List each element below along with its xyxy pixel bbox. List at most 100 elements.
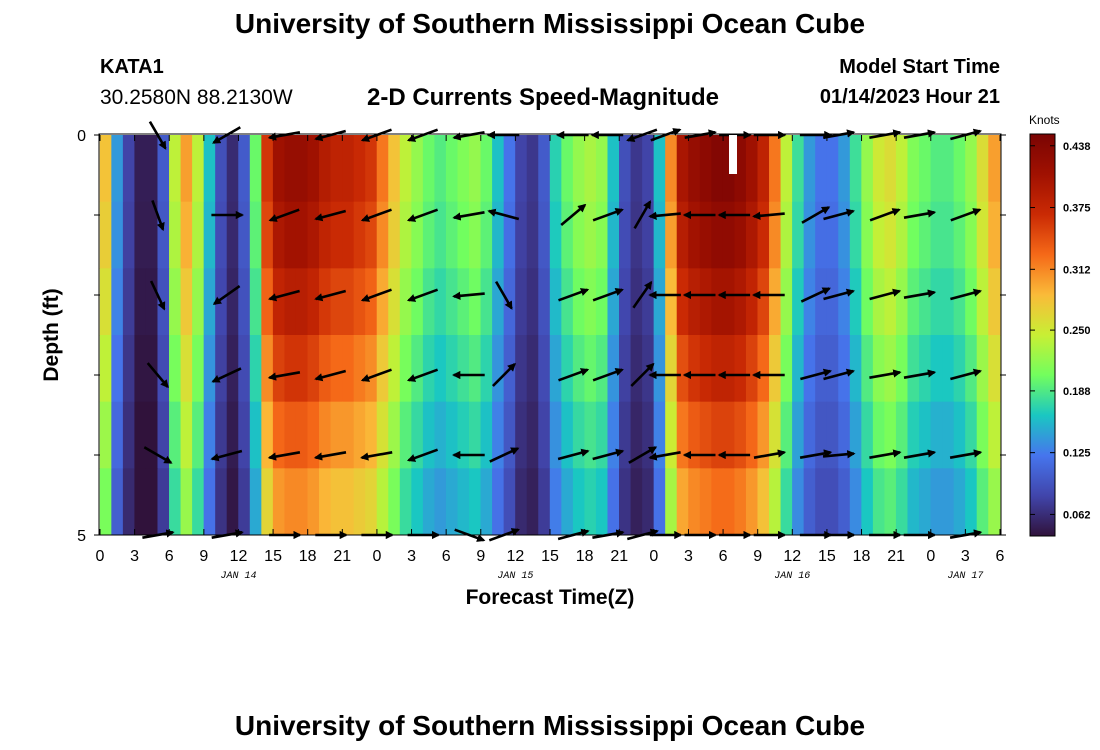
heatmap-cell <box>953 335 966 403</box>
heatmap-cell <box>353 468 366 536</box>
heatmap-cell <box>434 135 447 203</box>
heatmap-cell <box>226 468 239 536</box>
heatmap-cell <box>538 135 551 203</box>
footer-title: University of Southern Mississippi Ocean… <box>234 710 866 741</box>
current-arrow <box>452 131 485 141</box>
heatmap-cell <box>422 268 436 336</box>
heatmap-cell <box>665 468 678 536</box>
heatmap-cell <box>757 335 770 403</box>
heatmap-cell <box>272 468 286 536</box>
chart-title: University of Southern Mississippi Ocean… <box>234 8 866 39</box>
current-arrow <box>800 368 833 381</box>
heatmap-cell <box>503 135 516 203</box>
current-arrow <box>903 209 937 219</box>
heatmap-cell <box>861 201 874 269</box>
current-arrow <box>800 287 831 303</box>
current-arrow <box>211 367 242 383</box>
current-arrow <box>489 447 520 463</box>
heatmap-cell <box>745 135 759 203</box>
heatmap-cell <box>988 401 1001 469</box>
current-arrow <box>753 449 787 459</box>
heatmap-cell <box>249 401 262 469</box>
heatmap-cell <box>457 401 470 469</box>
heatmap-cell <box>215 135 228 203</box>
heatmap-cell <box>238 201 251 269</box>
heatmap-cell <box>503 468 516 536</box>
x-tick-label: 6 <box>996 548 1005 565</box>
heatmap-cell <box>457 468 470 536</box>
heatmap-cell <box>976 201 989 269</box>
heatmap-cell <box>134 135 147 203</box>
heatmap-cell <box>688 201 701 269</box>
heatmap-cell <box>676 268 689 336</box>
heatmap-cell <box>330 201 343 269</box>
heatmap-cell <box>826 135 839 203</box>
date-label: JAN 16 <box>774 571 810 582</box>
heatmap-cell <box>884 335 897 403</box>
x-tick-label: 6 <box>442 548 451 565</box>
heatmap-cell <box>203 201 216 269</box>
heatmap-cell <box>907 468 920 536</box>
heatmap-cell <box>838 401 851 469</box>
heatmap-cell <box>734 401 747 469</box>
heatmap-cell <box>515 468 528 536</box>
heatmap-cell <box>988 468 1001 536</box>
current-arrow <box>452 291 485 300</box>
current-arrow <box>558 368 590 382</box>
heatmap-cell <box>630 335 643 403</box>
current-arrow <box>360 368 392 382</box>
date-label: JAN 17 <box>947 571 983 582</box>
heatmap-cell <box>688 468 701 536</box>
heatmap-cell <box>480 335 493 403</box>
heatmap-cell <box>965 268 978 336</box>
heatmap-cell <box>595 201 609 269</box>
current-arrow <box>560 203 587 226</box>
heatmap-cell <box>792 335 805 403</box>
current-arrow <box>903 369 937 379</box>
heatmap-cell <box>215 201 228 269</box>
heatmap-cell <box>538 201 551 269</box>
heatmap-cell <box>930 401 943 469</box>
heatmap-cell <box>953 268 966 336</box>
heatmap-cell <box>722 201 736 269</box>
heatmap-cell <box>676 468 689 536</box>
heatmap-cell <box>434 335 447 403</box>
heatmap-cell <box>722 468 736 536</box>
heatmap-cell <box>111 268 124 336</box>
x-tick-label: 18 <box>576 548 594 565</box>
current-arrow <box>557 448 590 461</box>
x-tick-label: 6 <box>719 548 728 565</box>
heatmap-cell <box>549 268 562 336</box>
heatmap-cell <box>803 201 816 269</box>
current-arrow <box>752 211 785 220</box>
heatmap-cell <box>769 135 782 203</box>
heatmap-cell <box>169 135 182 203</box>
heatmap-cell <box>272 135 286 203</box>
heatmap-cell <box>965 201 978 269</box>
heatmap-cell <box>411 135 424 203</box>
heatmap-cell <box>307 335 320 403</box>
heatmap-cell <box>319 135 332 203</box>
current-arrow <box>950 288 983 301</box>
heatmap-cell <box>895 401 909 469</box>
current-arrow <box>148 120 167 150</box>
heatmap-cell <box>803 335 816 403</box>
x-tick-label: 9 <box>476 548 485 565</box>
heatmap-cell <box>699 401 712 469</box>
heatmap-cell <box>457 201 470 269</box>
heatmap-cell <box>492 335 505 403</box>
heatmap-cell <box>203 401 216 469</box>
current-arrow <box>267 289 300 302</box>
heatmap-cell <box>365 468 378 536</box>
heatmap-cell <box>907 401 920 469</box>
heatmap-cell <box>815 335 828 403</box>
heatmap-cell <box>849 135 862 203</box>
current-arrow <box>452 211 485 221</box>
heatmap-cell <box>272 401 286 469</box>
heatmap-cell <box>157 135 170 203</box>
heatmap-cell <box>469 135 482 203</box>
colorbar-tick-label: 0.125 <box>1063 448 1091 460</box>
heatmap-cell <box>734 201 747 269</box>
heatmap-cell <box>157 201 170 269</box>
heatmap-cell <box>399 468 412 536</box>
